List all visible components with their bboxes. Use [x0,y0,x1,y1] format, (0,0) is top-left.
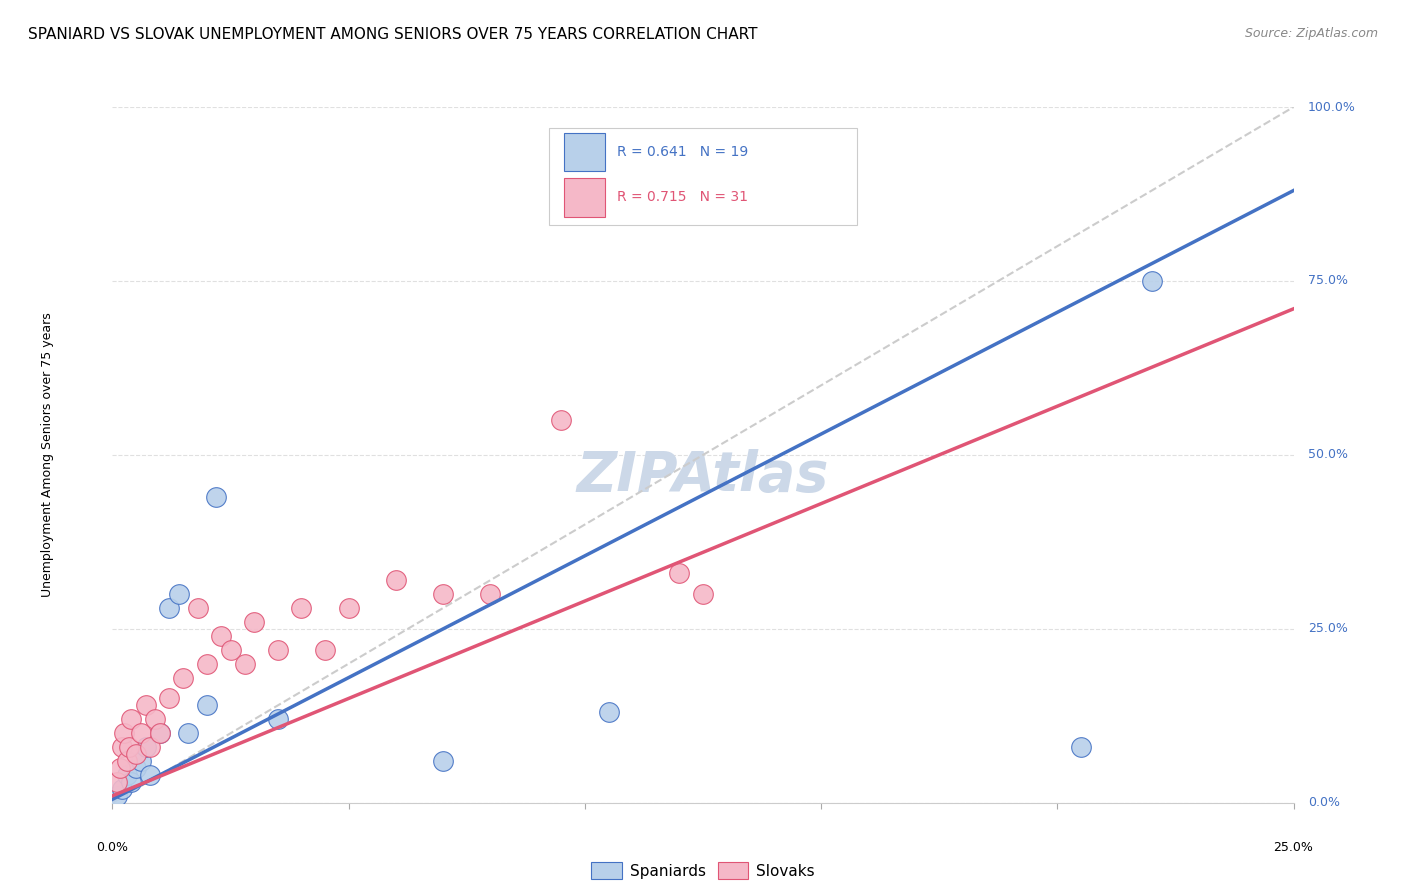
Point [290,601,312,615]
Point [167,587,190,601]
Point [157,691,180,706]
Point [118,740,141,755]
Point [111,781,134,796]
Point [1140,274,1163,288]
Legend: Spaniards, Slovaks: Spaniards, Slovaks [585,855,821,886]
Point [233,657,256,671]
Text: SPANIARD VS SLOVAK UNEMPLOYMENT AMONG SENIORS OVER 75 YEARS CORRELATION CHART: SPANIARD VS SLOVAK UNEMPLOYMENT AMONG SE… [28,27,758,42]
Point [598,706,620,720]
Point [219,642,242,657]
Point [195,698,218,713]
Text: Unemployment Among Seniors over 75 years: Unemployment Among Seniors over 75 years [41,312,53,598]
Point [129,754,152,768]
Point [267,642,290,657]
Point [314,642,336,657]
Point [115,754,138,768]
Point [139,740,162,755]
Point [479,587,502,601]
Point [120,712,142,726]
Text: 0.0%: 0.0% [97,841,128,854]
Text: 0.0%: 0.0% [1308,797,1340,809]
Point [115,768,138,782]
Point [385,573,408,587]
Point [432,587,454,601]
Point [105,789,128,803]
Point [135,698,157,713]
Text: 75.0%: 75.0% [1308,275,1348,287]
Point [692,587,714,601]
Point [125,761,148,775]
FancyBboxPatch shape [564,178,605,217]
Point [129,726,152,740]
Point [209,629,232,643]
Point [135,740,157,755]
Text: 25.0%: 25.0% [1274,841,1313,854]
Point [143,712,166,726]
Point [149,726,172,740]
Text: 25.0%: 25.0% [1308,623,1347,635]
Point [243,615,266,629]
Point [337,601,360,615]
FancyBboxPatch shape [564,133,605,171]
Point [105,775,128,789]
Text: ZIPAtlas: ZIPAtlas [576,449,830,503]
Point [125,747,148,761]
Point [267,712,290,726]
Point [1070,740,1092,755]
Point [432,754,454,768]
Point [195,657,218,671]
Point [149,726,172,740]
Point [108,761,131,775]
Text: Source: ZipAtlas.com: Source: ZipAtlas.com [1244,27,1378,40]
Point [186,601,208,615]
Point [172,671,194,685]
Text: 50.0%: 50.0% [1308,449,1348,461]
Text: R = 0.641   N = 19: R = 0.641 N = 19 [617,145,748,160]
Point [112,726,135,740]
Text: R = 0.715   N = 31: R = 0.715 N = 31 [617,191,748,204]
Point [177,726,200,740]
Point [120,775,142,789]
Point [139,768,162,782]
Point [550,413,572,427]
Point [668,566,690,581]
Text: 100.0%: 100.0% [1308,101,1355,113]
Point [205,490,228,504]
FancyBboxPatch shape [550,128,856,226]
Point [157,601,180,615]
Point [111,740,134,755]
